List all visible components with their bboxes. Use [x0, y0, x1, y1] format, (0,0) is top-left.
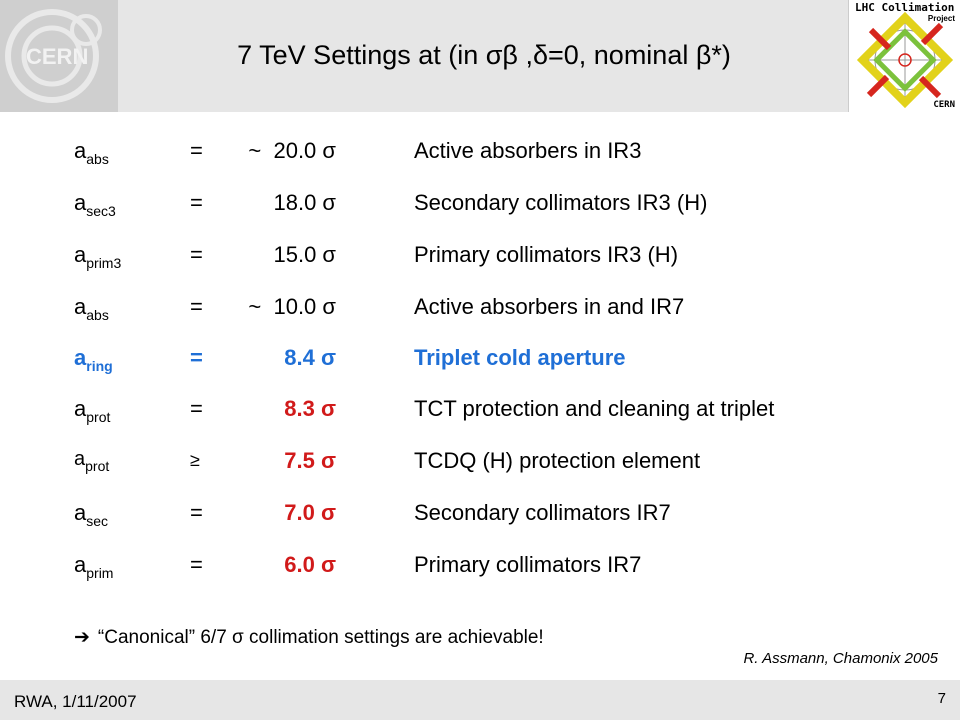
svg-text:CERN: CERN — [26, 44, 88, 69]
relation-operator: = — [190, 190, 203, 215]
setting-value: 6.0 σ — [284, 552, 336, 577]
footer-author-date: RWA, 1/11/2007 — [14, 692, 137, 711]
lhc-logo-cern: CERN — [933, 100, 955, 110]
setting-value: 18.0 σ — [273, 190, 336, 215]
setting-description: Active absorbers in and IR7 — [414, 294, 685, 319]
settings-row-highlight: aring = 8.4 σ Triplet cold aperture — [0, 335, 960, 375]
slide-title: 7 TeV Settings at (in σβ ,δ=0, nominal β… — [237, 40, 731, 70]
settings-row: aprim3 = 15.0 σ Primary collimators IR3 … — [0, 232, 960, 272]
setting-value: 7.0 σ — [284, 500, 336, 525]
setting-value: ~ 10.0 σ — [248, 294, 336, 319]
aperture-symbol: asec — [74, 500, 109, 529]
settings-row: aprim = 6.0 σ Primary collimators IR7 — [0, 542, 960, 582]
relation-operator: = — [190, 396, 203, 421]
setting-description: Secondary collimators IR3 (H) — [414, 190, 708, 215]
setting-value: 15.0 σ — [273, 242, 336, 267]
setting-description: Primary collimators IR7 — [414, 552, 642, 577]
setting-description: TCT protection and cleaning at triplet — [414, 396, 775, 421]
relation-operator: = — [190, 138, 203, 163]
aperture-symbol: aprim — [74, 552, 114, 581]
lhc-logo-subtitle: Project — [927, 14, 955, 23]
settings-row: asec3 = 18.0 σ Secondary collimators IR3… — [0, 180, 960, 220]
lhc-logo-title: LHC Collimation — [855, 1, 955, 14]
setting-value: 8.3 σ — [284, 396, 336, 421]
relation-operator: = — [190, 294, 203, 319]
aperture-symbol: aprot — [74, 448, 110, 474]
settings-row: aabs = ~ 20.0 σ Active absorbers in IR3 — [0, 128, 960, 168]
setting-value: ~ 20.0 σ — [248, 138, 336, 163]
settings-row: aabs = ~ 10.0 σ Active absorbers in and … — [0, 284, 960, 324]
setting-description: Secondary collimators IR7 — [414, 500, 671, 525]
setting-description: Triplet cold aperture — [414, 345, 626, 370]
settings-row: aprot ≥ 7.5 σ TCDQ (H) protection elemen… — [0, 438, 960, 478]
aperture-symbol: asec3 — [74, 190, 116, 219]
setting-description: Active absorbers in IR3 — [414, 138, 642, 163]
reference-citation: R. Assmann, Chamonix 2005 — [743, 650, 938, 667]
settings-row: aprot = 8.3 σ TCT protection and cleanin… — [0, 386, 960, 426]
relation-operator: = — [190, 242, 203, 267]
slide-footer: RWA, 1/11/2007 7 — [0, 680, 960, 720]
cern-logo-icon: CERN — [5, 9, 102, 103]
aperture-symbol: aabs — [74, 138, 109, 167]
settings-row: asec = 7.0 σ Secondary collimators IR7 — [0, 490, 960, 530]
relation-operator: = — [190, 500, 203, 525]
relation-operator: ≥ — [190, 450, 200, 470]
lhc-collimation-logo: LHC Collimation Project CERN — [848, 0, 960, 112]
aperture-symbol: aabs — [74, 294, 109, 323]
header-logo-panel: CERN — [0, 0, 118, 112]
relation-operator: = — [190, 345, 203, 370]
aperture-symbol: aprim3 — [74, 242, 122, 271]
conclusion-text: “Canonical” 6/7 σ collimation settings a… — [97, 627, 544, 648]
conclusion-note: ➔ “Canonical” 6/7 σ collimation settings … — [74, 626, 544, 649]
collimation-diagram-icon — [849, 0, 960, 112]
arrow-right-icon: ➔ — [74, 627, 90, 648]
setting-value: 7.5 σ — [284, 448, 336, 473]
setting-description: TCDQ (H) protection element — [414, 448, 701, 473]
relation-operator: = — [190, 552, 203, 577]
setting-description: Primary collimators IR3 (H) — [414, 242, 679, 267]
setting-value: 8.4 σ — [284, 345, 336, 370]
aperture-symbol: aring — [74, 345, 113, 374]
page-number: 7 — [937, 690, 946, 707]
slide-header: CERN 7 TeV Settings at (in σβ ,δ=0, nomi… — [0, 0, 960, 112]
aperture-symbol: aprot — [74, 396, 111, 425]
